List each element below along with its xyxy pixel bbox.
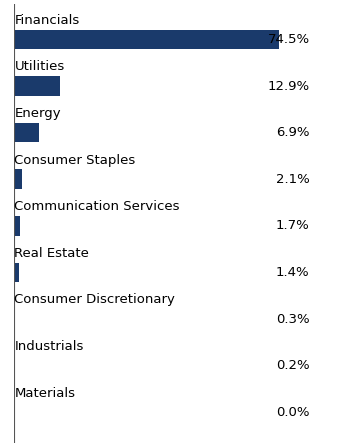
Text: 0.0%: 0.0% xyxy=(276,406,310,419)
Text: Industrials: Industrials xyxy=(14,340,84,353)
Bar xyxy=(14,263,19,282)
Bar xyxy=(14,76,60,96)
Text: 0.2%: 0.2% xyxy=(276,359,310,372)
Bar xyxy=(14,169,22,189)
Text: Consumer Discretionary: Consumer Discretionary xyxy=(14,293,175,307)
Text: 1.4%: 1.4% xyxy=(276,266,310,279)
Bar xyxy=(14,123,39,143)
Text: Consumer Staples: Consumer Staples xyxy=(14,154,136,167)
Text: 0.3%: 0.3% xyxy=(276,312,310,325)
Text: 12.9%: 12.9% xyxy=(267,80,310,93)
Text: Materials: Materials xyxy=(14,387,75,400)
Text: 2.1%: 2.1% xyxy=(276,173,310,186)
Text: 6.9%: 6.9% xyxy=(276,126,310,139)
Text: Utilities: Utilities xyxy=(14,60,65,73)
Bar xyxy=(14,309,15,329)
Text: Energy: Energy xyxy=(14,107,61,120)
Bar xyxy=(14,216,21,236)
Text: Real Estate: Real Estate xyxy=(14,247,89,260)
Text: Financials: Financials xyxy=(14,14,80,27)
Bar xyxy=(14,356,15,375)
Text: Communication Services: Communication Services xyxy=(14,200,180,213)
Text: 1.7%: 1.7% xyxy=(276,219,310,232)
Text: 74.5%: 74.5% xyxy=(267,33,310,46)
Bar xyxy=(14,30,279,49)
